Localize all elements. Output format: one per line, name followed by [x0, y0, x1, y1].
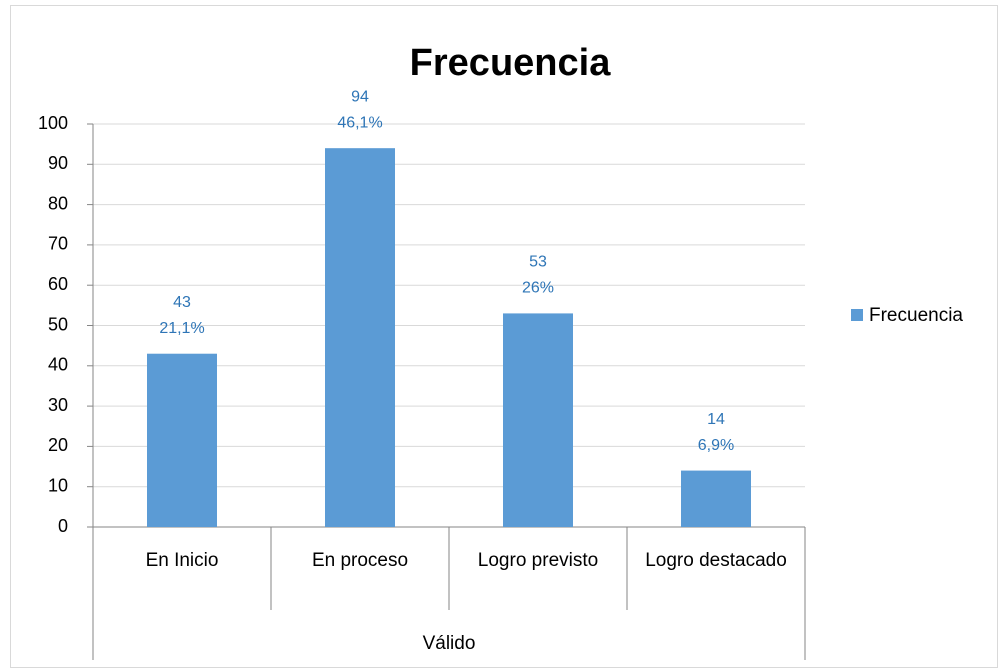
data-label: 94: [351, 88, 369, 105]
y-tick-label: 20: [48, 435, 68, 455]
y-tick-label: 100: [38, 113, 68, 133]
x-tick-label: Logro destacado: [645, 550, 787, 571]
y-tick-label: 80: [48, 193, 68, 213]
y-tick-label: 0: [58, 516, 68, 536]
percent-label: 21,1%: [159, 320, 204, 337]
data-label: 14: [707, 411, 725, 428]
x-tick-label: En Inicio: [145, 550, 219, 571]
percent-label: 6,9%: [698, 437, 734, 454]
bar: [681, 470, 751, 527]
x-tick-label: Logro previsto: [477, 550, 599, 571]
bar: [325, 148, 395, 527]
data-label: 43: [173, 294, 191, 311]
y-tick-label: 10: [48, 475, 68, 495]
x-tick-label: En proceso: [311, 550, 409, 571]
y-tick-label: 40: [48, 355, 68, 375]
data-label: 53: [529, 254, 547, 271]
legend-label: Frecuencia: [869, 305, 963, 326]
y-tick-label: 70: [48, 234, 68, 254]
x-group-label: Válido: [422, 633, 476, 654]
y-tick-label: 30: [48, 395, 68, 415]
y-tick-label: 50: [48, 314, 68, 334]
percent-label: 26%: [522, 280, 554, 297]
y-tick-label: 90: [48, 153, 68, 173]
chart-title: Frecuencia: [410, 42, 612, 84]
legend-swatch: [851, 309, 863, 321]
percent-label: 46,1%: [337, 114, 382, 131]
y-tick-label: 60: [48, 274, 68, 294]
bar: [147, 353, 217, 527]
bar: [503, 313, 573, 527]
